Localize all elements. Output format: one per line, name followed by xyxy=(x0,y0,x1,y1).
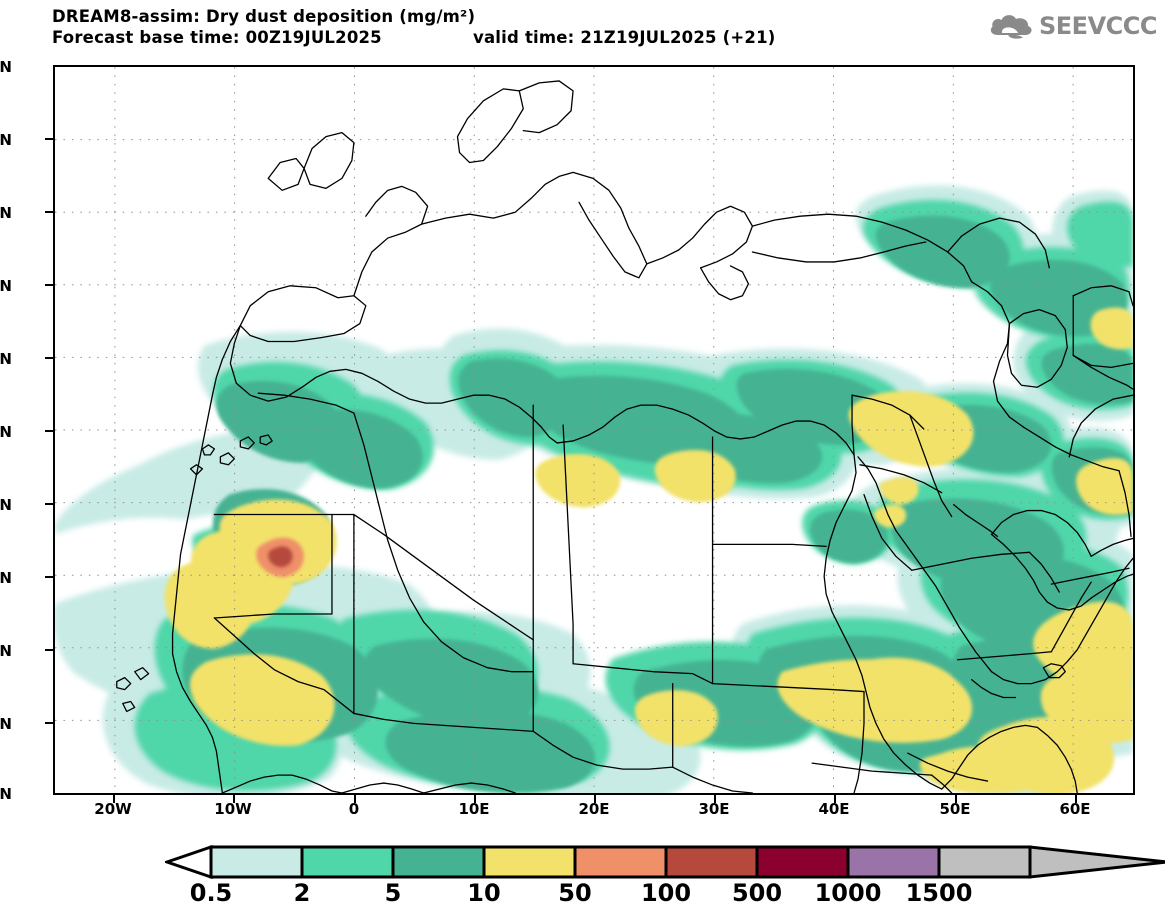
xtick-50E: 50E xyxy=(939,800,971,818)
legend-tick-500: 500 xyxy=(731,879,783,907)
ytick-15N: 15N xyxy=(0,642,12,660)
xtick-10E: 10E xyxy=(458,800,490,818)
xtick-10W: 10W xyxy=(214,800,252,818)
colorbar-over-cap xyxy=(1028,845,1165,879)
cloud-icon xyxy=(990,15,1032,39)
colorbar-band-1 xyxy=(300,845,395,879)
page-title: DREAM8-assim: Dry dust deposition (mg/m²… xyxy=(52,7,476,26)
colorbar-band-6 xyxy=(755,845,850,879)
ytick-20N: 20N xyxy=(0,569,12,587)
colorbar-band-3 xyxy=(482,845,577,879)
colorbar-band-5 xyxy=(664,845,759,879)
coastlines-and-borders xyxy=(116,80,1133,793)
ytick-30N: 30N xyxy=(0,423,12,441)
legend-tick-50: 50 xyxy=(558,879,592,907)
xtick-0: 0 xyxy=(348,800,360,818)
colorbar-legend: 0.5 2 5 10 50 100 500 1000 1500 xyxy=(165,845,1165,907)
legend-tick-10: 10 xyxy=(467,879,501,907)
ytick-5N: 5N xyxy=(0,785,12,803)
colorbar-band-8 xyxy=(937,845,1032,879)
colorbar-under-cap xyxy=(165,845,213,879)
ytick-50N: 50N xyxy=(0,131,12,149)
colorbar-swatches xyxy=(165,845,1165,879)
legend-tick-100: 100 xyxy=(640,879,692,907)
legend-tick-2: 2 xyxy=(293,879,311,907)
valid-time-label: valid time: 21Z19JUL2025 (+21) xyxy=(473,28,776,47)
xtick-60E: 60E xyxy=(1059,800,1091,818)
dust-deposition-map xyxy=(55,67,1133,793)
legend-tick-1000: 1000 xyxy=(814,879,882,907)
legend-tick-5: 5 xyxy=(384,879,402,907)
forecast-base-time: Forecast base time: 00Z19JUL2025 xyxy=(52,28,382,47)
legend-tick-1500: 1500 xyxy=(905,879,973,907)
chart-header: DREAM8-assim: Dry dust deposition (mg/m²… xyxy=(0,0,1165,58)
ytick-35N: 35N xyxy=(0,350,12,368)
dust-band-100-500 xyxy=(268,546,293,568)
xtick-30E: 30E xyxy=(698,800,730,818)
ytick-45N: 45N xyxy=(0,204,12,222)
map-gridlines xyxy=(55,67,1133,793)
seevccc-logo: SEEVCCC xyxy=(988,6,1158,46)
logo-text: SEEVCCC xyxy=(1039,12,1158,40)
colorbar-band-2 xyxy=(391,845,486,879)
map-plot-area xyxy=(53,65,1135,795)
ytick-40N: 40N xyxy=(0,277,12,295)
ytick-55N: 55N xyxy=(0,58,12,76)
ytick-10N: 10N xyxy=(0,715,12,733)
xtick-20E: 20E xyxy=(578,800,610,818)
colorbar-band-7 xyxy=(846,845,941,879)
colorbar-band-0 xyxy=(209,845,304,879)
legend-tick-0p5: 0.5 xyxy=(189,879,233,907)
xtick-40E: 40E xyxy=(818,800,850,818)
ytick-25N: 25N xyxy=(0,496,12,514)
colorbar-band-4 xyxy=(573,845,668,879)
xtick-20W: 20W xyxy=(94,800,132,818)
